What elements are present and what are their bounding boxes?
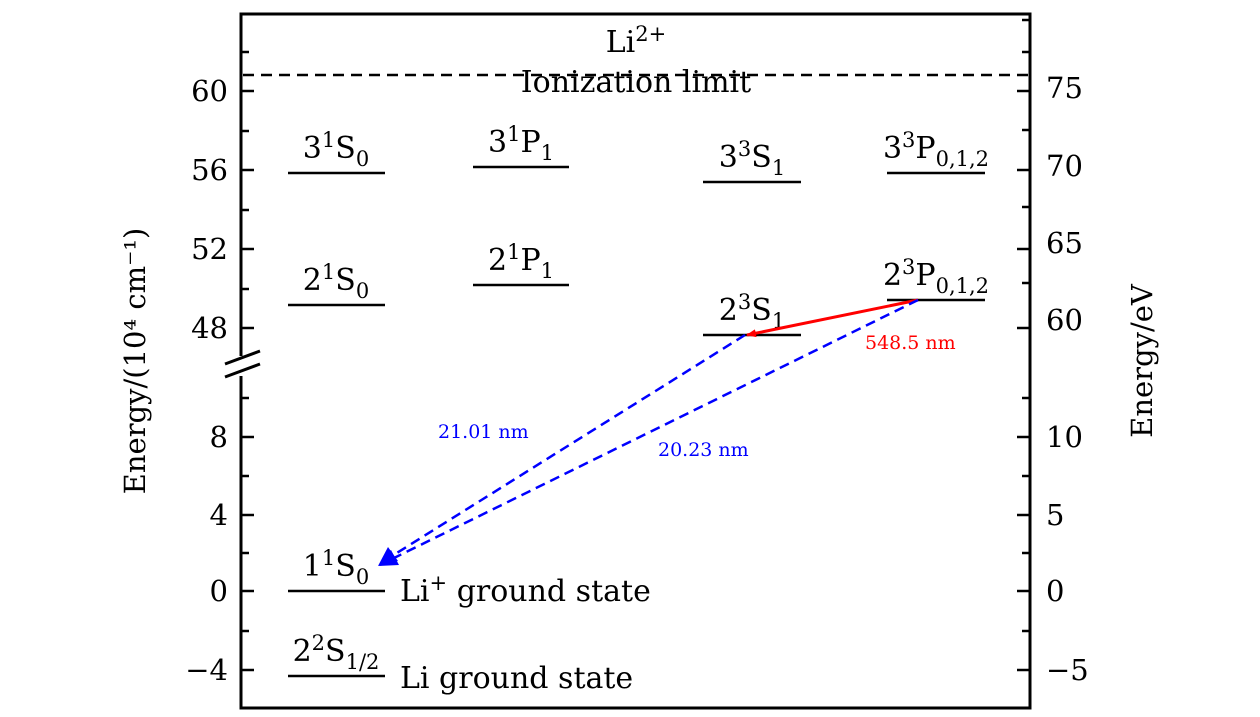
level-label: 33S1 — [719, 137, 785, 180]
left-tick-label: 0 — [210, 574, 228, 608]
level-label: 31P1 — [488, 122, 554, 165]
left-tick-label: 48 — [191, 311, 228, 345]
left-tick-label: 8 — [210, 420, 228, 454]
transition-arrow-20nm — [379, 298, 919, 566]
wavelength-21nm: 21.01 nm — [438, 421, 529, 443]
transition-arrow-548nm — [746, 298, 919, 338]
right-tick-label: 60 — [1046, 303, 1083, 337]
right-tick-label: 0 — [1046, 574, 1064, 608]
left-tick-label: 60 — [191, 74, 228, 108]
left-tick-label: 4 — [210, 498, 228, 532]
wavelength-548nm: 548.5 nm — [865, 332, 956, 354]
left-tick-label: 56 — [191, 153, 228, 187]
level-label: 23P0,1,2 — [883, 255, 989, 298]
right-tick-label: 70 — [1046, 149, 1083, 183]
right-tick-label: 10 — [1046, 420, 1083, 454]
level-label: 11S0 — [303, 546, 369, 589]
level-label: 23S1 — [719, 290, 785, 333]
right-axis-label: Energy/eV — [1125, 283, 1159, 438]
level-label: 31S0 — [303, 128, 369, 171]
level-label: 21P1 — [488, 240, 554, 283]
axis-break-mark — [224, 349, 261, 379]
left-tick-labels: 60 56 52 48 8 4 0 −4 — [185, 74, 228, 687]
right-tick-label: 75 — [1046, 71, 1083, 105]
left-tick-label: 52 — [191, 232, 228, 266]
left-axis-label: Energy/(10⁴ cm⁻¹) — [118, 228, 152, 495]
level-label: 33P0,1,2 — [883, 128, 989, 171]
right-tick-labels: 75 70 65 60 10 5 0 −5 — [1046, 71, 1089, 687]
left-tick-label: −4 — [185, 653, 228, 687]
li-plus-ground-label: Li+ ground state — [400, 571, 651, 609]
axis-ticks — [241, 18, 1030, 672]
li2plus-label: Li2+ — [606, 22, 667, 60]
level-label: 22S1/2 — [293, 631, 380, 674]
right-tick-label: −5 — [1046, 653, 1089, 687]
li-ground-label: Li ground state — [400, 661, 633, 696]
ionization-limit-label: Ionization limit — [521, 65, 751, 100]
level-label: 21S0 — [303, 260, 369, 303]
right-tick-label: 5 — [1046, 498, 1064, 532]
right-tick-label: 65 — [1046, 226, 1083, 260]
wavelength-20nm: 20.23 nm — [658, 439, 749, 461]
